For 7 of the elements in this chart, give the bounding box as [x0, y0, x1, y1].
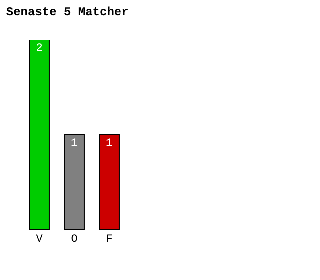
data-label: 1: [71, 138, 78, 150]
chart-title: Senaste 5 Matcher: [6, 5, 129, 20]
x-tick-label: V: [36, 234, 44, 246]
x-tick-label: F: [106, 234, 113, 246]
data-label: 1: [106, 138, 114, 150]
x-tick-label: O: [71, 234, 78, 246]
data-label: 2: [36, 43, 43, 55]
